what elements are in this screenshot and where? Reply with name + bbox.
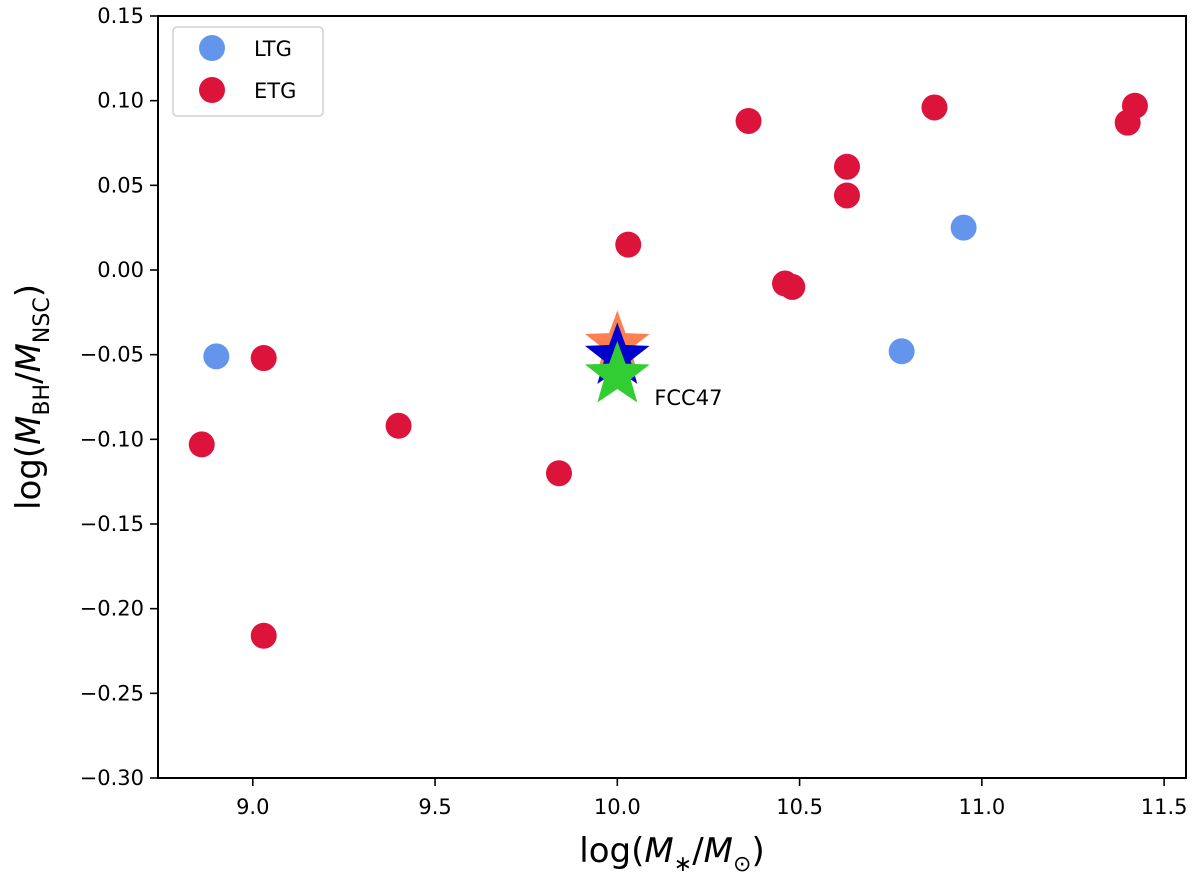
point-etg-9 bbox=[833, 153, 860, 180]
x-tick-label: 11.5 bbox=[1141, 795, 1188, 819]
legend-label-etg: ETG bbox=[254, 79, 296, 103]
data-points bbox=[188, 92, 1148, 649]
y-axis: 0.15 0.10 0.05 0.00 −0.05 −0.10 −0.15 −0.20 −0.2… bbox=[80, 4, 158, 790]
x-tick-label: 10.0 bbox=[594, 795, 641, 819]
point-ltg-1 bbox=[888, 338, 915, 365]
y-tick-label: 0.05 bbox=[97, 173, 144, 197]
point-etg-5 bbox=[615, 231, 642, 258]
fcc47-star-2 bbox=[584, 340, 650, 403]
point-ltg-0 bbox=[203, 343, 230, 370]
point-etg-6 bbox=[735, 107, 762, 134]
y-tick-label: 0.00 bbox=[97, 258, 144, 282]
fcc47-stars bbox=[584, 310, 650, 403]
x-tick-label: 9.0 bbox=[236, 795, 269, 819]
point-etg-13 bbox=[1121, 92, 1148, 119]
point-ltg-2 bbox=[950, 214, 977, 241]
y-tick-label: 0.15 bbox=[97, 4, 144, 28]
point-etg-8 bbox=[779, 273, 806, 300]
legend-marker-ltg bbox=[199, 35, 225, 61]
point-etg-2 bbox=[250, 622, 277, 649]
legend-label-ltg: LTG bbox=[254, 37, 292, 61]
y-tick-label: −0.05 bbox=[80, 343, 144, 367]
y-tick-label: −0.10 bbox=[80, 427, 144, 451]
x-tick-label: 11.0 bbox=[958, 795, 1005, 819]
point-etg-4 bbox=[545, 460, 572, 487]
y-tick-label: −0.15 bbox=[80, 512, 144, 536]
y-tick-label: −0.30 bbox=[80, 766, 144, 790]
plot-frame bbox=[157, 15, 1187, 779]
x-axis: 9.0 9.5 10.0 10.5 11.0 11.5 bbox=[236, 778, 1188, 819]
x-axis-title: log(M∗/M⊙) bbox=[579, 831, 764, 876]
legend-box bbox=[172, 26, 324, 117]
point-etg-1 bbox=[250, 345, 277, 372]
y-tick-label: −0.20 bbox=[80, 597, 144, 621]
y-tick-label: −0.25 bbox=[80, 681, 144, 705]
point-etg-3 bbox=[385, 412, 412, 439]
legend: LTG ETG bbox=[172, 26, 324, 117]
x-tick-label: 9.5 bbox=[418, 795, 451, 819]
y-axis-title: log(MBH/MNSC) bbox=[9, 284, 55, 510]
fcc47-annotation: FCC47 bbox=[654, 386, 722, 410]
y-tick-label: 0.10 bbox=[97, 89, 144, 113]
point-etg-0 bbox=[188, 431, 215, 458]
legend-marker-etg bbox=[199, 77, 225, 103]
point-etg-11 bbox=[921, 94, 948, 121]
x-tick-label: 10.5 bbox=[776, 795, 823, 819]
point-etg-10 bbox=[833, 182, 860, 209]
